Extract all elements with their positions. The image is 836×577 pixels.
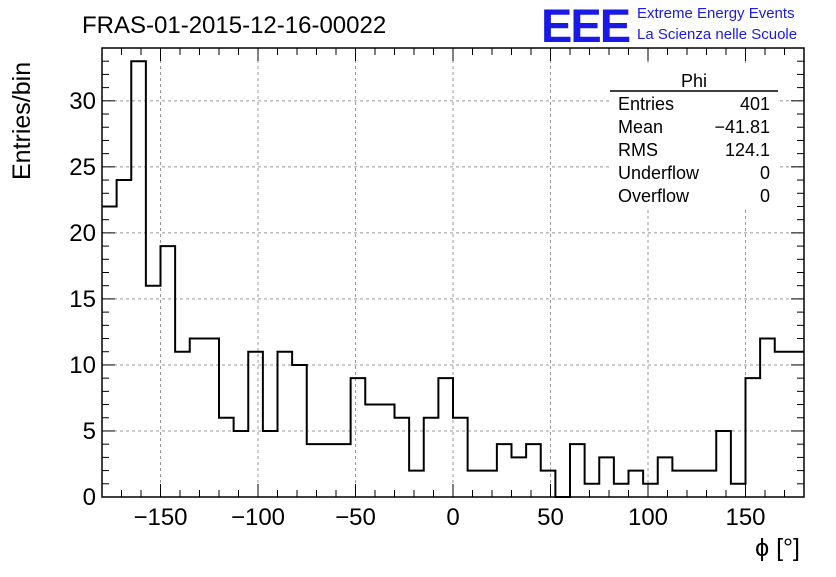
histogram-bin xyxy=(292,365,307,497)
stats-row-value: 124.1 xyxy=(725,140,770,160)
x-tick-label: −50 xyxy=(335,504,376,531)
histogram-bin xyxy=(161,246,176,497)
histogram-bin xyxy=(190,339,205,497)
y-tick-label: 0 xyxy=(83,484,96,511)
histogram-bin xyxy=(731,484,746,497)
tick-labels: −150 −100 −50 0 50 100 150 0 5 10 15 20 25 30 xyxy=(69,88,765,531)
histogram-bin xyxy=(468,471,483,497)
histogram-bin xyxy=(760,339,775,497)
plot-frame xyxy=(101,47,805,498)
stats-row-label: RMS xyxy=(618,140,658,160)
stats-row-value: 0 xyxy=(760,186,770,206)
histogram-bin xyxy=(248,352,263,497)
histogram-bin xyxy=(453,418,468,497)
y-tick-label: 25 xyxy=(69,154,96,181)
x-tick-label: 0 xyxy=(446,504,459,531)
histogram-bin xyxy=(789,352,804,497)
histogram-bin xyxy=(526,444,541,497)
histogram-bin xyxy=(541,471,556,497)
histogram-bin xyxy=(585,484,600,497)
x-tick-label: −150 xyxy=(133,504,187,531)
histogram-bin xyxy=(117,180,132,497)
stats-row-value: 401 xyxy=(740,94,770,114)
axis-ticks xyxy=(102,48,804,497)
histogram-bin xyxy=(336,444,351,497)
histogram-bin xyxy=(658,457,673,497)
histogram-bin xyxy=(643,484,658,497)
stats-row-label: Underflow xyxy=(618,163,700,183)
histogram-bin xyxy=(395,418,410,497)
y-tick-label: 10 xyxy=(69,352,96,379)
stats-row-value: −41.81 xyxy=(714,117,770,137)
histogram-bin xyxy=(102,206,117,497)
x-axis-label: ϕ [°] xyxy=(755,534,800,562)
stats-row-value: 0 xyxy=(760,163,770,183)
histogram-bin xyxy=(278,352,293,497)
x-tick-label: 50 xyxy=(537,504,564,531)
histogram-bin xyxy=(175,352,190,497)
x-tick-label: 150 xyxy=(725,504,765,531)
histogram-bin xyxy=(512,457,527,497)
stats-box: Phi Entries 401 Mean −41.81 RMS 124.1 Un… xyxy=(610,66,778,210)
stats-row-label: Overflow xyxy=(618,186,690,206)
histogram-bin xyxy=(716,431,731,497)
histogram-bin xyxy=(687,471,702,497)
histogram-bin xyxy=(234,431,249,497)
y-tick-label: 30 xyxy=(69,88,96,115)
histogram-bin xyxy=(146,286,161,497)
y-axis-label: Entries/bin xyxy=(8,62,36,180)
histogram-bin xyxy=(438,378,453,497)
histogram-bin xyxy=(219,418,234,497)
histogram-bin xyxy=(380,405,395,497)
y-tick-label: 5 xyxy=(83,418,96,445)
histogram-bin xyxy=(131,61,146,497)
y-tick-label: 20 xyxy=(69,220,96,247)
histogram-bin xyxy=(263,431,278,497)
histogram-bin xyxy=(702,471,717,497)
histogram-bin xyxy=(672,471,687,497)
histogram-bin xyxy=(482,471,497,497)
x-tick-label: −100 xyxy=(231,504,285,531)
histogram-bin xyxy=(497,444,512,497)
histogram-bin xyxy=(746,378,761,497)
y-tick-label: 15 xyxy=(69,286,96,313)
chart-title: FRAS-01-2015-12-16-00022 xyxy=(82,12,386,39)
x-tick-label: 100 xyxy=(628,504,668,531)
stats-box-background xyxy=(610,66,778,210)
histogram-bin xyxy=(409,471,424,497)
stats-box-title: Phi xyxy=(681,71,707,91)
histogram-bin xyxy=(614,484,629,497)
histogram-bin xyxy=(307,444,322,497)
logo-line-2: La Scienza nelle Scuole xyxy=(637,26,797,43)
histogram-bin xyxy=(599,457,614,497)
stats-row-label: Mean xyxy=(618,117,663,137)
histogram-bin xyxy=(351,378,366,497)
histogram-outline xyxy=(102,60,804,498)
histogram-bin xyxy=(204,339,219,497)
histogram-bin xyxy=(629,471,644,497)
histogram-bin xyxy=(365,405,380,497)
histogram-bin xyxy=(570,444,585,497)
stats-row-label: Entries xyxy=(618,94,674,114)
logo-line-1: Extreme Energy Events xyxy=(637,5,795,22)
histogram-bin xyxy=(424,418,439,497)
histogram-bin xyxy=(321,444,336,497)
eee-logo-mark: EEE xyxy=(541,0,630,52)
histogram-bin xyxy=(775,352,790,497)
